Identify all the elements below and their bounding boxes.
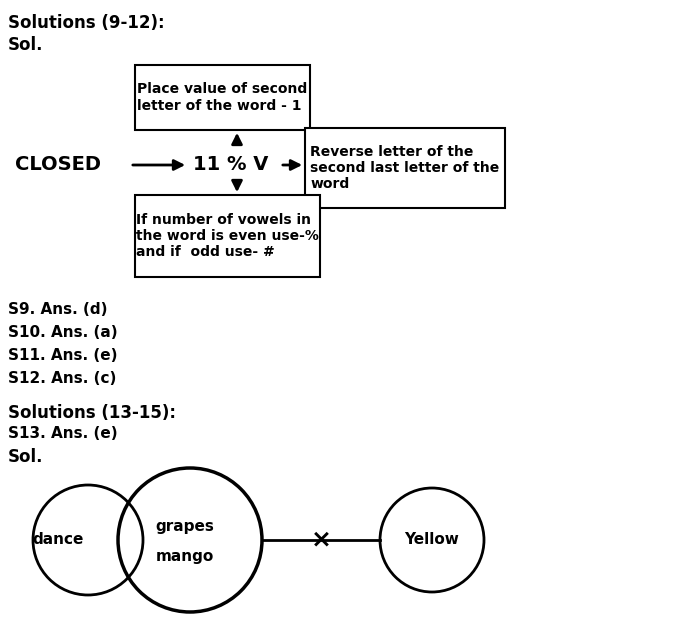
Text: ×: × [311, 528, 331, 552]
Text: Sol.: Sol. [8, 448, 44, 466]
Text: S9. Ans. (d): S9. Ans. (d) [8, 302, 107, 317]
FancyBboxPatch shape [305, 128, 505, 208]
Text: S10. Ans. (a): S10. Ans. (a) [8, 325, 118, 340]
Text: dance: dance [33, 533, 84, 548]
Text: mango: mango [156, 548, 214, 563]
Text: S12. Ans. (c): S12. Ans. (c) [8, 371, 116, 386]
Text: S11. Ans. (e): S11. Ans. (e) [8, 348, 118, 363]
Text: Yellow: Yellow [405, 533, 459, 548]
FancyBboxPatch shape [135, 195, 320, 277]
FancyBboxPatch shape [135, 65, 310, 130]
Text: S13. Ans. (e): S13. Ans. (e) [8, 426, 118, 441]
Text: Place value of second
letter of the word - 1: Place value of second letter of the word… [138, 83, 308, 113]
Text: Sol.: Sol. [8, 36, 44, 54]
Text: CLOSED: CLOSED [15, 155, 101, 175]
Text: Reverse letter of the
second last letter of the
word: Reverse letter of the second last letter… [311, 145, 500, 191]
Text: If number of vowels in
the word is even use-%
and if  odd use- #: If number of vowels in the word is even … [136, 213, 319, 259]
Text: grapes: grapes [156, 518, 215, 533]
Text: Solutions (13-15):: Solutions (13-15): [8, 404, 176, 422]
Text: 11 % V: 11 % V [193, 155, 268, 175]
Text: Solutions (9-12):: Solutions (9-12): [8, 14, 165, 32]
